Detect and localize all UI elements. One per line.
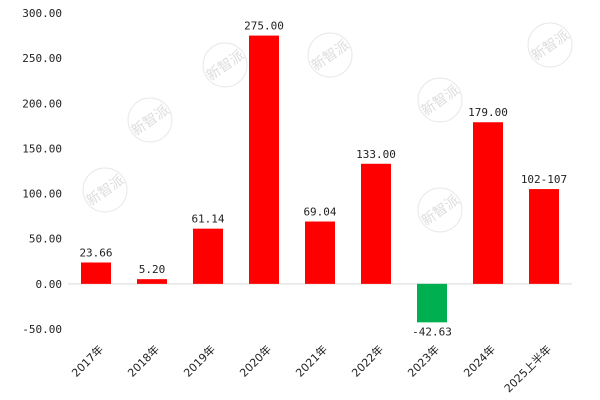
bar xyxy=(305,221,335,284)
x-tick-label: 2018年 xyxy=(125,342,162,379)
y-tick-label: 300.00 xyxy=(22,7,62,20)
data-label: 102-107 xyxy=(521,173,567,186)
watermark-circle xyxy=(127,97,173,143)
y-tick-label: -50.00 xyxy=(22,323,62,336)
watermark-text: 新智派 xyxy=(309,37,353,74)
y-tick-label: 0.00 xyxy=(36,278,63,291)
data-label: 133.00 xyxy=(356,148,396,161)
data-label: 61.14 xyxy=(191,213,224,226)
x-tick-label: 2019年 xyxy=(181,342,218,379)
watermark-circle xyxy=(82,167,128,213)
data-label: 275.00 xyxy=(244,20,284,33)
bar xyxy=(193,228,223,284)
watermark-text: 新智派 xyxy=(419,192,463,229)
x-tick-label: 2020年 xyxy=(237,342,274,379)
x-tick-label: 2022年 xyxy=(349,342,386,379)
bar xyxy=(361,163,391,284)
watermark-circle xyxy=(417,187,463,233)
bar xyxy=(249,35,279,284)
x-tick-label: 2021年 xyxy=(293,342,330,379)
data-label: 5.20 xyxy=(139,263,166,276)
y-tick-label: 250.00 xyxy=(22,52,62,65)
data-label: -42.63 xyxy=(412,325,452,338)
data-label: 23.66 xyxy=(79,246,112,259)
x-tick-label: 2017年 xyxy=(69,342,106,379)
bar xyxy=(417,283,447,323)
data-label: 69.04 xyxy=(303,206,336,219)
bar xyxy=(137,279,167,284)
watermark-circle xyxy=(307,32,353,78)
bar xyxy=(81,262,111,284)
y-tick-label: 150.00 xyxy=(22,142,62,155)
watermark-circle xyxy=(527,22,573,68)
watermark-circle xyxy=(417,77,463,123)
watermark-text: 新智派 xyxy=(129,102,173,139)
watermark-text: 新智派 xyxy=(419,82,463,119)
y-tick-label: 50.00 xyxy=(29,233,62,246)
y-tick-label: 100.00 xyxy=(22,188,62,201)
y-tick-label: 200.00 xyxy=(22,97,62,110)
x-tick-label: 2024年 xyxy=(461,342,498,379)
x-tick-label: 2023年 xyxy=(405,342,442,379)
watermark-circle xyxy=(202,42,248,88)
x-tick-label: 2025上半年 xyxy=(501,342,554,395)
watermark-text: 新智派 xyxy=(84,172,128,209)
watermark-text: 新智派 xyxy=(204,47,248,84)
watermark-text: 新智派 xyxy=(529,27,573,64)
data-label: 179.00 xyxy=(468,106,508,119)
bar xyxy=(473,122,503,284)
bar xyxy=(529,189,559,284)
